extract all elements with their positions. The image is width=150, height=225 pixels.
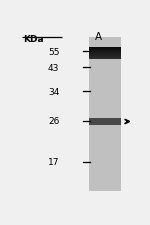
Bar — [88, 57, 121, 58]
Bar — [88, 56, 121, 57]
Text: 43: 43 — [48, 63, 59, 72]
Bar — [88, 49, 121, 50]
Bar — [88, 51, 121, 52]
Text: 26: 26 — [48, 117, 59, 126]
Bar — [88, 58, 121, 59]
Bar — [88, 55, 121, 56]
Text: 34: 34 — [48, 88, 59, 97]
Bar — [88, 50, 121, 51]
Bar — [88, 59, 121, 60]
Bar — [88, 48, 121, 49]
Bar — [88, 54, 121, 55]
Bar — [88, 53, 121, 54]
Bar — [88, 37, 121, 192]
Text: KDa: KDa — [23, 35, 44, 44]
Text: 55: 55 — [48, 48, 59, 57]
Bar — [88, 52, 121, 53]
Bar — [88, 119, 121, 125]
Text: 17: 17 — [48, 158, 59, 167]
Text: A: A — [95, 32, 103, 42]
